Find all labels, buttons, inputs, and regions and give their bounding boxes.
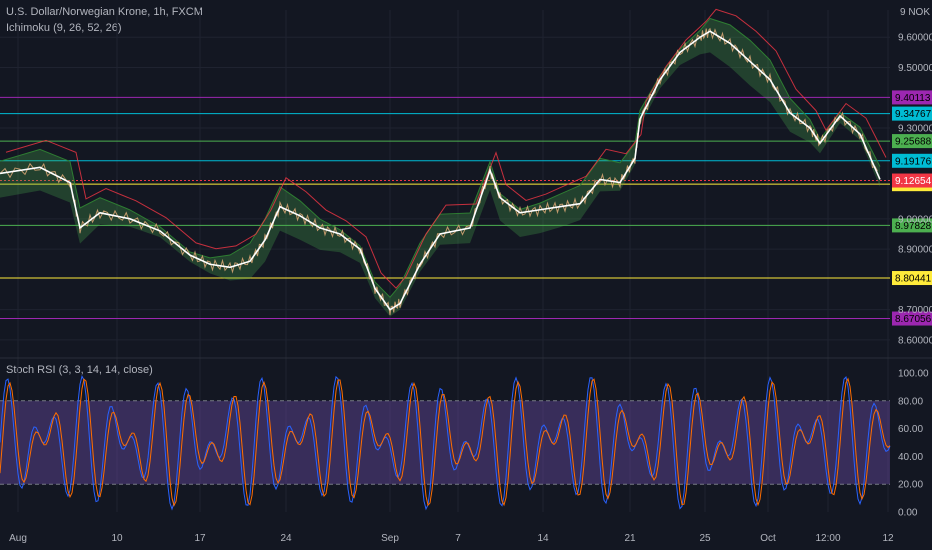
x-tick-label: 21 (624, 533, 636, 544)
ichimoku-legend: Ichimoku (9, 26, 52, 26) (6, 22, 122, 34)
stoch-rsi-legend: Stoch RSI (3, 3, 14, 14, close) (6, 364, 153, 376)
chart-title: U.S. Dollar/Norwegian Krone, 1h, FXCM (6, 6, 203, 18)
y-tick-label: 8.70000 (898, 305, 932, 316)
axes: 9.60000 9.50000 9.30000 9.00000 8.90000 8.700… (9, 7, 932, 544)
y-tick-label: 8.60000 (898, 335, 932, 346)
kumo-cloud (0, 18, 880, 317)
rsi-tick-label: 80.00 (898, 396, 923, 407)
horizontal-levels: 9.401139.347679.256889.191769.114528.978… (0, 90, 932, 326)
level-badge (892, 134, 932, 149)
last-price-label: 9.12654 (895, 176, 932, 187)
x-tick-label: 10 (111, 533, 123, 544)
level-badge (892, 153, 932, 168)
tenkan-sen-line (0, 30, 881, 311)
y-tick-label: 9.50000 (898, 63, 932, 74)
y-tick-label: 9.00000 (898, 214, 932, 225)
x-tick-label: 24 (280, 533, 292, 544)
senkou-span-b (5, 8, 887, 289)
price-series (0, 27, 881, 315)
x-tick-label: Oct (760, 533, 776, 544)
grid (0, 10, 932, 512)
last-price-badge (892, 173, 932, 188)
y-tick-label: 9.30000 (898, 124, 932, 135)
x-tick-label: 25 (699, 533, 711, 544)
level-badge (892, 271, 932, 286)
level-badge-label: 9.25688 (895, 137, 932, 148)
level-badge-label: 9.34767 (895, 109, 932, 120)
x-tick-label: Aug (9, 533, 27, 544)
level-badge-label: 9.19176 (895, 156, 932, 167)
rsi-tick-label: 60.00 (898, 424, 923, 435)
level-badge (892, 106, 932, 121)
level-badge-label: 8.80441 (895, 274, 932, 285)
rsi-tick-label: 100.00 (898, 369, 929, 380)
level-badge (892, 311, 932, 326)
level-badge-label: 9.40113 (895, 93, 931, 104)
x-tick-label: 7 (455, 533, 461, 544)
rsi-tick-label: 40.00 (898, 452, 923, 463)
level-badge-label: 8.67056 (895, 314, 932, 325)
x-tick-label: Sep (381, 533, 399, 544)
stoch-d-line (0, 377, 891, 507)
stoch-rsi-panel (0, 374, 891, 511)
level-badge-label: 8.97828 (895, 221, 932, 232)
level-badge (892, 90, 932, 105)
ichimoku-cloud (0, 8, 887, 317)
rsi-tick-label: 0.00 (898, 508, 918, 519)
senkou-span-a (0, 17, 881, 298)
x-tick-label: 12 (882, 533, 894, 544)
x-tick-label: 17 (194, 533, 206, 544)
level-badge (892, 218, 932, 233)
y-tick-label: 9.60000 (898, 33, 932, 44)
x-tick-label: 12:00 (815, 533, 840, 544)
x-tick-label: 14 (537, 533, 549, 544)
y-axis-unit: 9 NOK D (900, 7, 932, 18)
rsi-band (0, 400, 890, 485)
rsi-tick-label: 20.00 (898, 480, 923, 491)
y-tick-label: 8.90000 (898, 245, 932, 256)
